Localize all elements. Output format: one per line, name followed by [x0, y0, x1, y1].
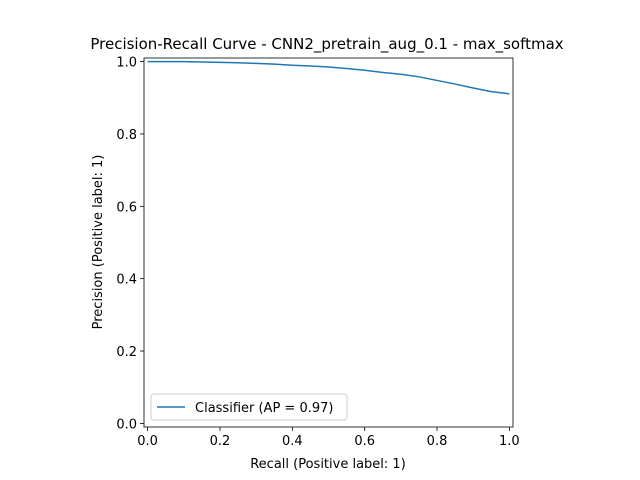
series-line-classifier [147, 60, 510, 95]
x-tick-label: 0.2 [210, 434, 231, 449]
legend-box [150, 393, 348, 421]
x-tick-label: 0.4 [282, 434, 303, 449]
y-tick-label: 0.8 [116, 128, 137, 143]
legend-label-classifier: Classifier (AP = 0.97) [195, 401, 333, 416]
x-tick-label: 0.8 [427, 434, 448, 449]
x-tick-label: 0.0 [137, 434, 158, 449]
y-tick-label: 1.0 [116, 56, 137, 71]
y-tick-label: 0.4 [116, 273, 137, 288]
y-axis-ticks: 0.0 0.2 0.4 0.6 0.8 1.0 [116, 56, 144, 432]
chart-title: Precision-Recall Curve - CNN2_pretrain_a… [90, 35, 563, 54]
x-tick-label: 0.6 [354, 434, 375, 449]
x-axis-label: Recall (Positive label: 1) [250, 457, 406, 472]
y-axis-label: Precision (Positive label: 1) [91, 155, 106, 330]
axes-frame [143, 57, 514, 428]
legend: Classifier (AP = 0.97) [150, 393, 348, 421]
y-tick-label: 0.2 [116, 345, 137, 360]
y-tick-label: 0.6 [116, 200, 137, 215]
x-tick-label: 1.0 [499, 434, 520, 449]
y-tick-label: 0.0 [116, 417, 137, 432]
plot-area [143, 57, 514, 428]
x-axis-ticks: 0.0 0.2 0.4 0.6 0.8 1.0 [137, 427, 520, 449]
